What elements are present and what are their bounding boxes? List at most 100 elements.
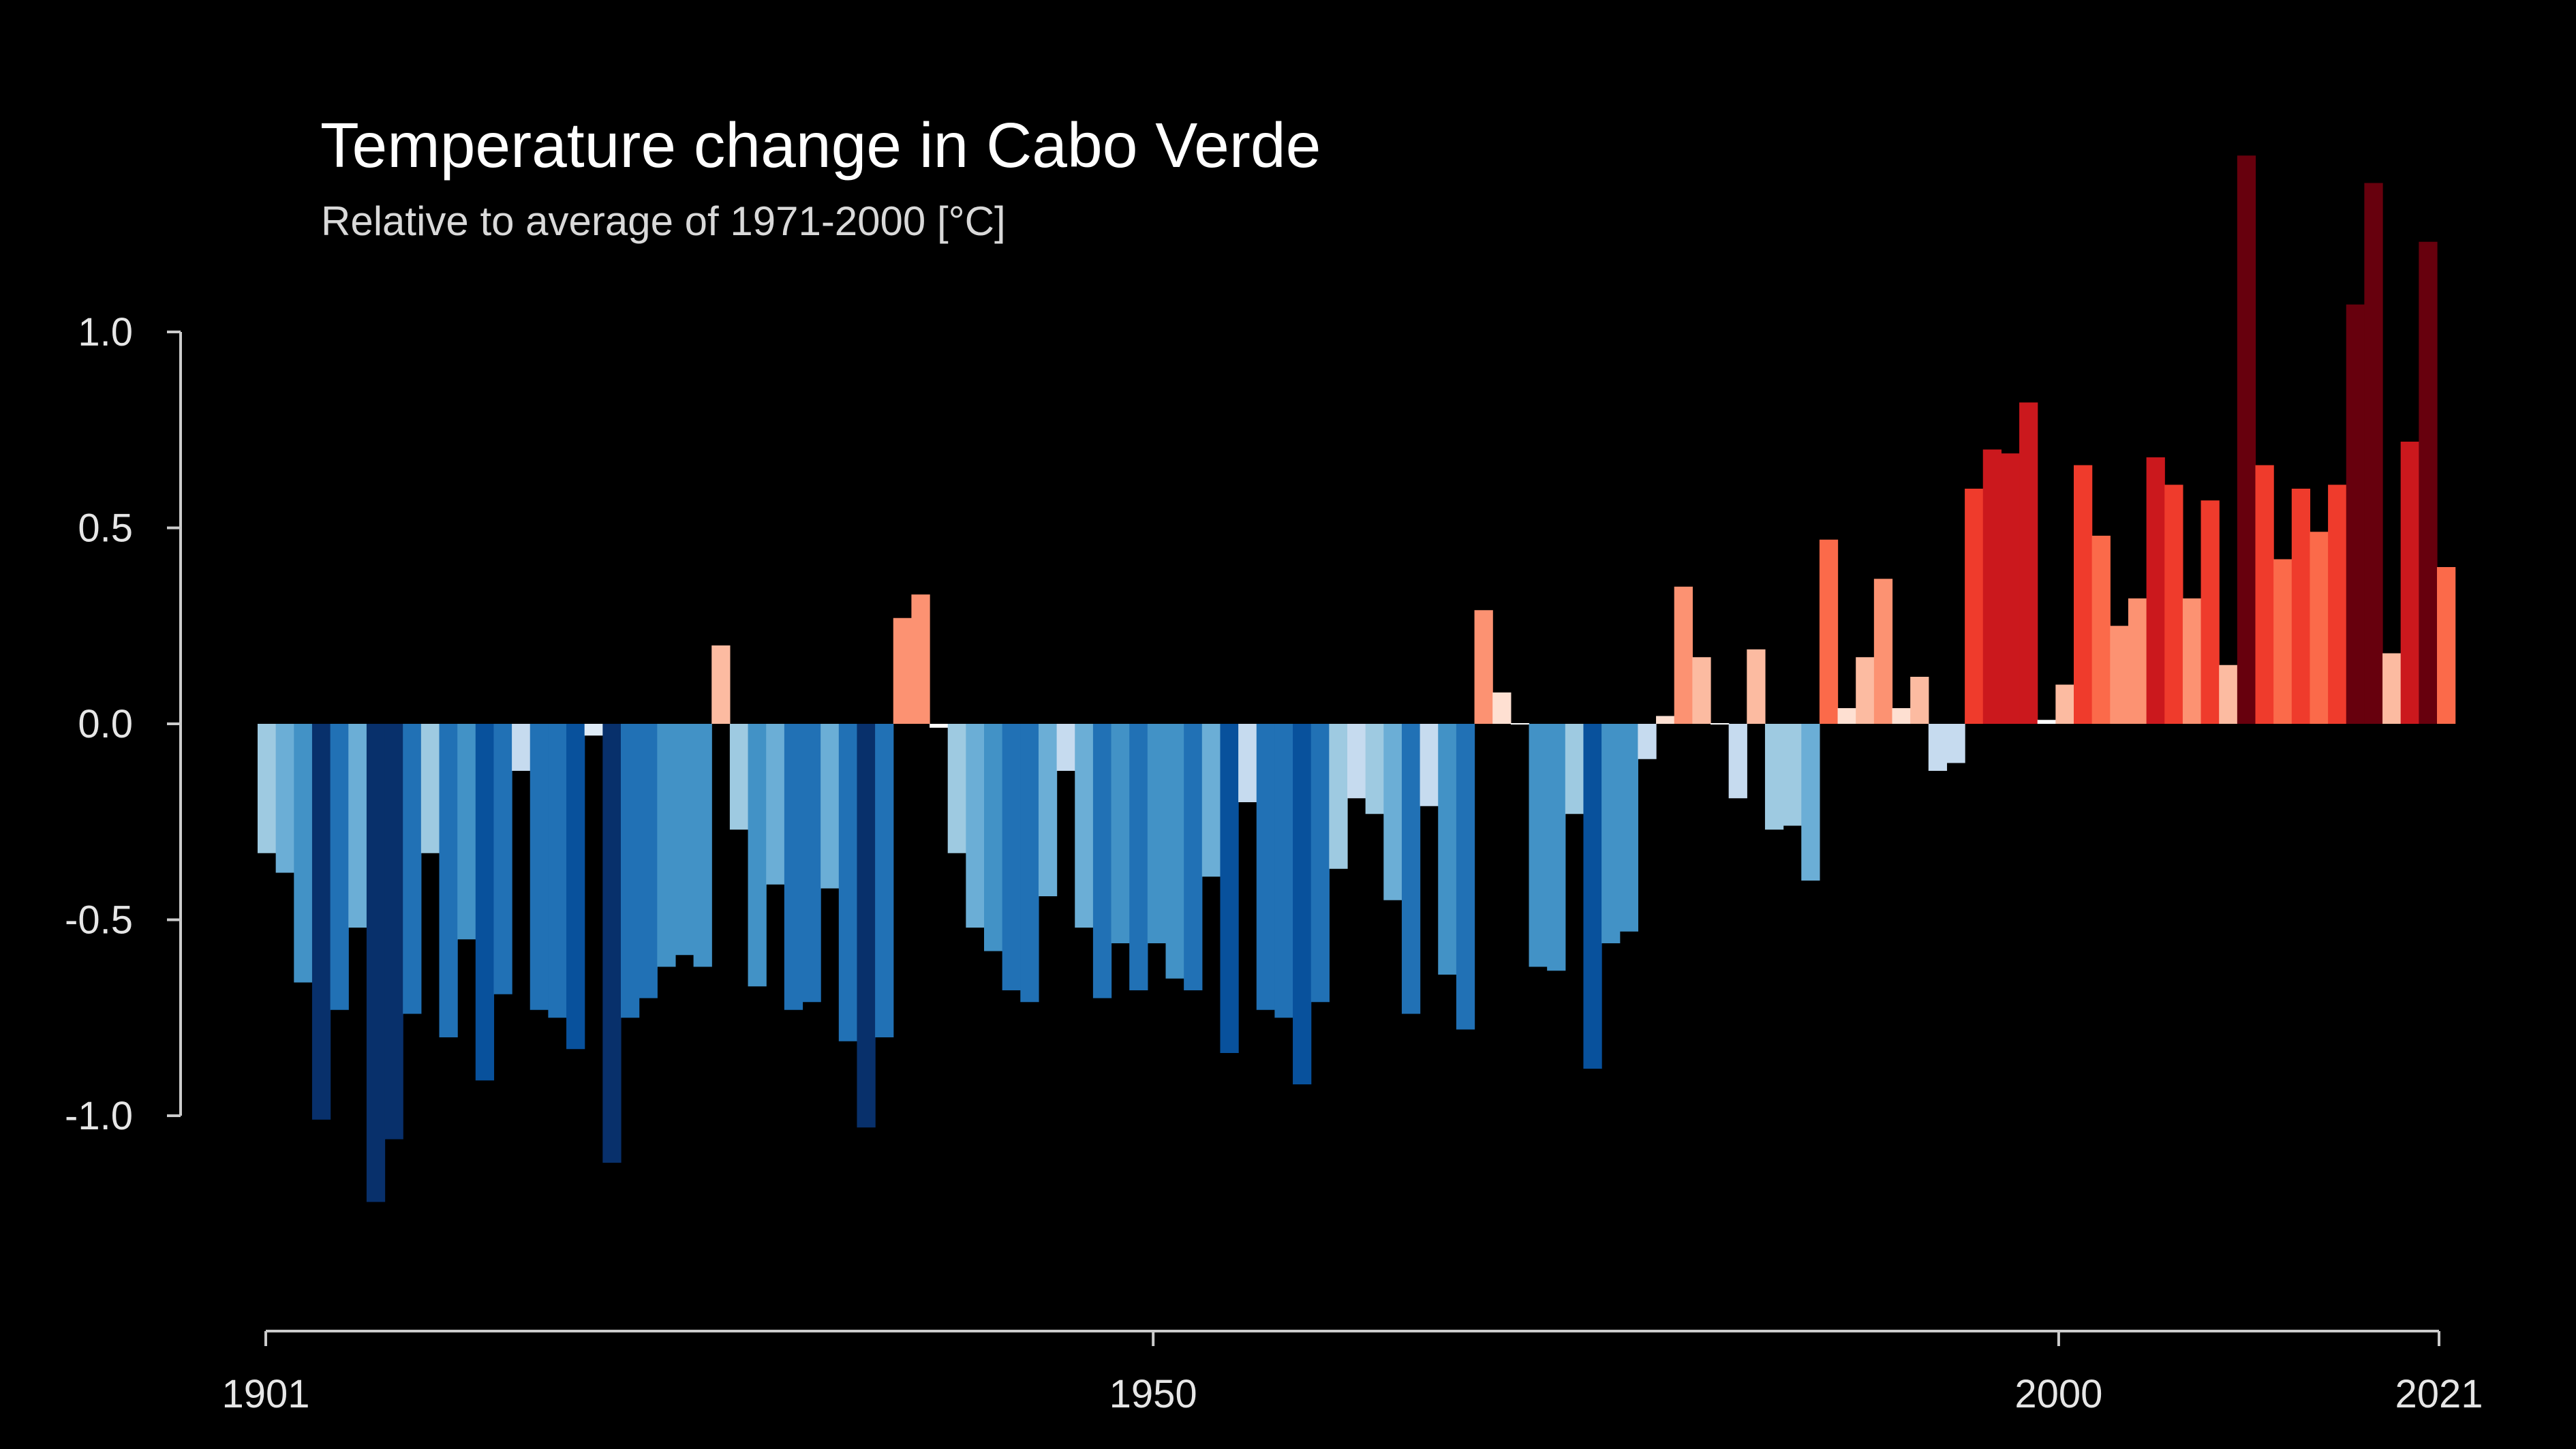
- bar-1988: [1837, 708, 1856, 724]
- bar-1905: [330, 724, 349, 1010]
- bar-1945: [1056, 724, 1075, 771]
- bar-1954: [1220, 724, 1239, 1053]
- bar-2003: [2110, 626, 2129, 724]
- bar-1906: [348, 724, 367, 928]
- bar-1993: [1928, 724, 1948, 771]
- bar-1992: [1910, 677, 1929, 724]
- bar-1925: [693, 724, 712, 967]
- bar-1926: [711, 645, 731, 724]
- bar-1937: [911, 594, 930, 724]
- bar-1927: [729, 724, 749, 830]
- bar-1976: [1619, 724, 1638, 932]
- bar-1942: [1002, 724, 1021, 990]
- bar-2017: [2364, 183, 2383, 724]
- bar-1964: [1401, 724, 1421, 1014]
- bar-1949: [1129, 724, 1148, 990]
- chart-subtitle: Relative to average of 1971-2000 [°C]: [321, 198, 1006, 244]
- bar-1929: [766, 724, 785, 885]
- bar-1983: [1747, 649, 1766, 724]
- bar-1901: [258, 724, 277, 853]
- bar-1953: [1201, 724, 1221, 877]
- bar-1982: [1728, 724, 1747, 799]
- bar-1970: [1510, 723, 1530, 724]
- bar-1912: [457, 724, 476, 940]
- bar-1910: [420, 724, 440, 853]
- bar-1907: [366, 724, 386, 1202]
- bar-1979: [1674, 586, 1693, 724]
- bar-2020: [2419, 241, 2438, 724]
- bar-2009: [2219, 665, 2238, 724]
- bar-1922: [639, 724, 658, 998]
- bar-2012: [2273, 559, 2293, 724]
- bar-1986: [1801, 724, 1820, 881]
- bar-1924: [675, 724, 694, 956]
- bar-1944: [1038, 724, 1058, 896]
- bar-1967: [1456, 724, 1475, 1030]
- bar-1903: [294, 724, 313, 983]
- bar-2010: [2237, 155, 2256, 724]
- bar-2005: [2146, 457, 2165, 724]
- bar-1957: [1274, 724, 1293, 1018]
- bar-1909: [403, 724, 422, 1014]
- bar-1958: [1293, 724, 1312, 1084]
- bar-1947: [1092, 724, 1112, 998]
- bar-2021: [2437, 567, 2456, 724]
- x-tick-label: 1950: [1109, 1372, 1197, 1416]
- bar-1908: [384, 724, 403, 1140]
- bar-1981: [1711, 723, 1730, 724]
- bar-2000: [2055, 684, 2074, 724]
- bar-1943: [1020, 724, 1039, 1003]
- bar-1966: [1438, 724, 1457, 975]
- bar-1920: [602, 724, 622, 1163]
- bar-1916: [530, 724, 549, 1010]
- bars-group: [258, 155, 2456, 1202]
- bar-1951: [1165, 724, 1184, 979]
- y-tick-label: 1.0: [78, 310, 133, 354]
- bar-1960: [1329, 724, 1348, 869]
- bar-1959: [1310, 724, 1330, 1003]
- bar-1931: [802, 724, 821, 1003]
- bar-1972: [1547, 724, 1566, 971]
- bar-2001: [2074, 465, 2093, 724]
- bar-2016: [2346, 304, 2365, 724]
- bar-1911: [439, 724, 458, 1037]
- bar-1917: [548, 724, 567, 1018]
- bar-2008: [2201, 500, 2220, 724]
- x-tick-label: 2000: [2014, 1372, 2102, 1416]
- bar-1923: [657, 724, 676, 967]
- bar-2014: [2310, 532, 2329, 724]
- bar-1932: [821, 724, 840, 889]
- bar-1956: [1256, 724, 1275, 1010]
- bar-1994: [1946, 724, 1965, 763]
- bar-2015: [2328, 485, 2347, 724]
- bar-1928: [748, 724, 767, 987]
- bar-2006: [2164, 485, 2183, 724]
- bar-1962: [1365, 724, 1384, 814]
- bar-1984: [1764, 724, 1784, 830]
- bar-1913: [475, 724, 495, 1081]
- chart-title: Temperature change in Cabo Verde: [320, 110, 1321, 181]
- bar-2007: [2182, 598, 2202, 724]
- bar-1990: [1873, 579, 1893, 724]
- y-tick-label: -0.5: [65, 898, 133, 943]
- x-tick-label: 2021: [2395, 1372, 2483, 1416]
- bar-1968: [1474, 610, 1493, 724]
- bar-1996: [1982, 449, 2002, 724]
- bar-2019: [2400, 442, 2419, 724]
- bar-1961: [1347, 724, 1366, 799]
- bar-1963: [1383, 724, 1402, 900]
- bar-1936: [893, 617, 912, 724]
- x-tick-label: 1901: [221, 1372, 309, 1416]
- bar-1989: [1856, 657, 1875, 724]
- bar-1939: [947, 724, 966, 853]
- bar-1918: [566, 724, 585, 1050]
- bar-1973: [1565, 724, 1584, 814]
- y-tick-label: -1.0: [65, 1094, 133, 1138]
- bar-1980: [1692, 657, 1711, 724]
- x-axis: 1901 1950 2000 2021: [221, 1330, 2483, 1416]
- bar-1978: [1656, 716, 1675, 724]
- bar-2013: [2291, 489, 2311, 724]
- bar-1933: [838, 724, 858, 1041]
- bar-1935: [875, 724, 894, 1037]
